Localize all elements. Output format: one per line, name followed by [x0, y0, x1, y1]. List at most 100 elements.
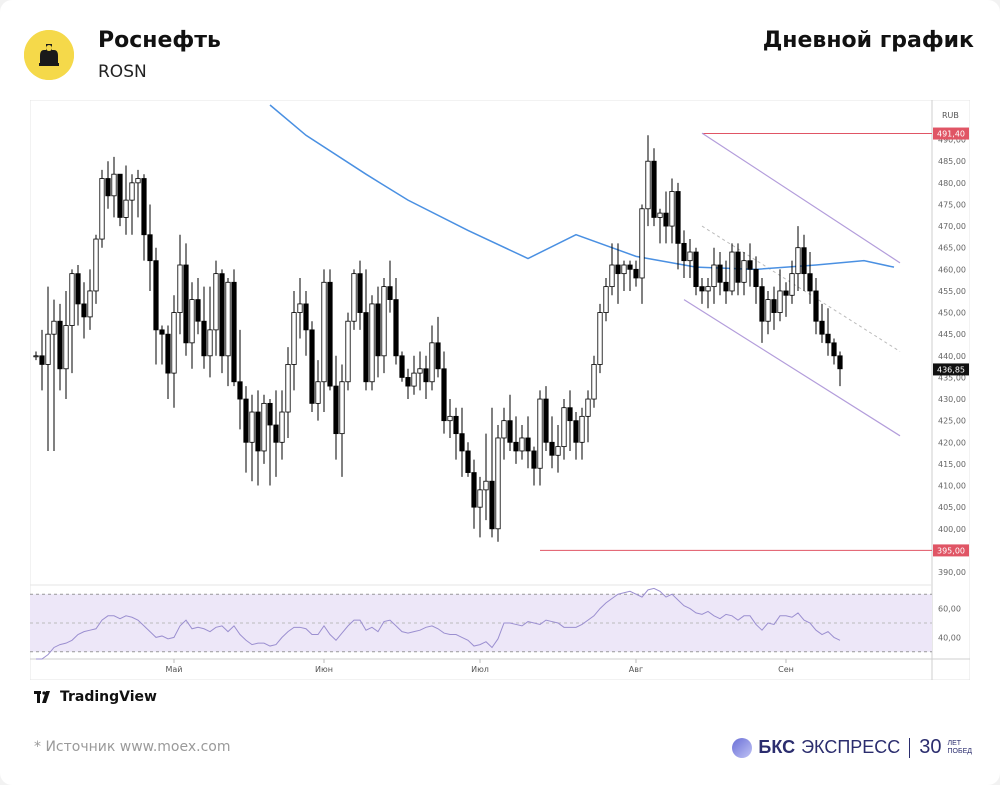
candle-body	[735, 251, 741, 283]
candle-body	[711, 264, 717, 288]
candle-body	[651, 160, 657, 218]
y-tick-label: 430,00	[938, 395, 966, 404]
candle-body	[375, 303, 381, 357]
candle-body	[825, 333, 831, 344]
candle-body	[789, 273, 795, 296]
candle-body	[687, 251, 693, 262]
candle-body	[93, 238, 99, 292]
brand-sub: ЛЕТ ПОБЕД	[948, 740, 972, 756]
candle-body	[33, 355, 39, 358]
tradingview-logo: TradingView	[34, 689, 157, 705]
candle-body	[171, 312, 177, 374]
candle-body	[765, 299, 771, 322]
candle-body	[321, 281, 327, 383]
candle-body	[723, 281, 729, 292]
candle-body	[231, 281, 237, 383]
tradingview-label: TradingView	[60, 689, 157, 705]
candle-body	[549, 441, 555, 456]
candle-body	[837, 355, 843, 370]
candle-body	[507, 420, 513, 443]
y-tick-label: 490,00	[938, 136, 966, 145]
brand-separator	[909, 737, 911, 758]
price-label-box	[933, 127, 969, 140]
candle-body	[495, 437, 501, 530]
price-label-text: 491,40	[937, 130, 965, 139]
candle-body	[339, 381, 345, 435]
candle-body	[81, 303, 87, 318]
candle-body	[471, 472, 477, 508]
candlestick-chart[interactable]: RUB 390,00 395,00 400,00 405,00 410,00 415,00 4…	[30, 100, 970, 680]
candle-body	[135, 178, 141, 184]
candle-body	[681, 242, 687, 262]
candle-body	[279, 411, 285, 443]
candle-body	[453, 415, 459, 435]
price-label-text: 395,00	[937, 546, 965, 555]
y-tick-label: 390,00	[938, 568, 966, 577]
candle-body	[621, 264, 627, 275]
candle-body	[237, 381, 243, 400]
candle-body	[771, 299, 777, 313]
candle-body	[219, 273, 225, 357]
candle-body	[663, 212, 669, 227]
y-tick-label: 460,00	[938, 265, 966, 274]
candle-body	[693, 251, 699, 288]
brand-years: 30	[919, 736, 942, 758]
candle-body	[117, 173, 123, 218]
candle-body	[123, 199, 129, 218]
y-tick-label: 400,00	[938, 525, 966, 534]
channel-upper-line	[701, 132, 901, 264]
candle-body	[309, 329, 315, 404]
candle-body	[585, 398, 591, 417]
candle-body	[513, 441, 519, 452]
candle-body	[675, 191, 681, 244]
candle-body	[345, 320, 351, 383]
bcs-logo-icon	[732, 737, 753, 758]
x-tick-label: Сен	[778, 665, 794, 674]
candle-body	[441, 368, 447, 422]
candle-body	[243, 398, 249, 443]
candle-body	[399, 355, 405, 378]
y-tick-label: 450,00	[938, 309, 966, 318]
candle-body	[477, 489, 483, 508]
candle-body	[327, 281, 333, 387]
candle-body	[657, 212, 663, 218]
bcs-brand: БКС ЭКСПРЕСС 30 ЛЕТ ПОБЕД	[732, 736, 972, 759]
candle-body	[285, 364, 291, 413]
source-note: * Источник www.moex.com	[34, 739, 231, 755]
x-tick-label: Авг	[629, 665, 643, 674]
candle-body	[807, 273, 813, 292]
brand-sub-1: ЛЕТ	[947, 739, 962, 747]
candle-body	[639, 208, 645, 279]
candle-body	[303, 303, 309, 331]
candle-body	[519, 437, 525, 452]
price-label-box	[933, 363, 969, 376]
candle-body	[393, 299, 399, 357]
candle-body	[489, 480, 495, 530]
candle-body	[579, 415, 585, 443]
ticker-code: ROSN	[98, 62, 147, 82]
y-tick-label: 480,00	[938, 179, 966, 188]
candle-body	[435, 342, 441, 370]
candle-body	[45, 333, 51, 365]
candle-body	[261, 402, 267, 452]
candle-body	[573, 420, 579, 443]
candle-body	[729, 251, 735, 292]
candle-body	[819, 320, 825, 335]
candle-body	[255, 411, 261, 452]
candle-body	[537, 398, 543, 469]
candle-body	[111, 173, 117, 197]
candle-body	[75, 273, 81, 305]
candle-body	[501, 420, 507, 439]
candle-body	[267, 402, 273, 426]
y-tick-label: 410,00	[938, 482, 966, 491]
candle-body	[195, 299, 201, 322]
candle-body	[405, 377, 411, 387]
x-tick-label: Июл	[471, 665, 489, 674]
candle-body	[447, 415, 453, 422]
candle-body	[201, 320, 207, 357]
y-tick-label: 415,00	[938, 460, 966, 469]
candle-body	[411, 372, 417, 387]
candle-body	[165, 333, 171, 374]
rsi-tick-label: 60,00	[938, 605, 961, 614]
currency-label: RUB	[942, 111, 959, 120]
